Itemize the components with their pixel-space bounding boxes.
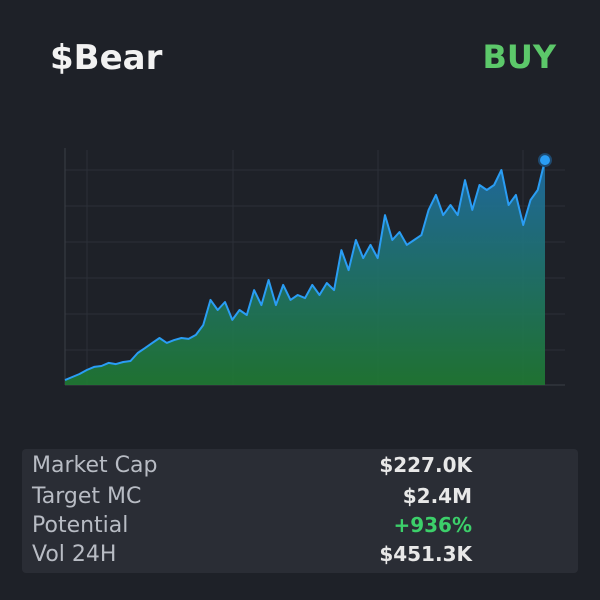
stat-label: Vol 24H xyxy=(32,542,117,567)
stat-label: Market Cap xyxy=(32,453,158,478)
end-dot xyxy=(538,153,552,168)
price-line xyxy=(64,159,546,382)
stats-panel: Market Cap $227.0K Target MC $2.4M Potential… xyxy=(22,449,578,573)
stat-value: $2.4M xyxy=(402,484,472,508)
stat-value: +936% xyxy=(393,513,472,537)
token-title: $Bear xyxy=(50,38,163,78)
stat-label: Target MC xyxy=(32,484,142,509)
stat-value: $227.0K xyxy=(379,453,472,477)
stat-row: Target MC $2.4M xyxy=(32,484,472,512)
buy-button[interactable]: BUY xyxy=(482,38,556,76)
stat-value: $451.3K xyxy=(379,542,472,566)
stat-row: Vol 24H $451.3K xyxy=(32,542,472,570)
stat-row: Market Cap $227.0K xyxy=(32,453,472,481)
stat-row: Potential +936% xyxy=(32,513,472,541)
stat-label: Potential xyxy=(32,513,129,538)
area-fill xyxy=(65,160,545,385)
